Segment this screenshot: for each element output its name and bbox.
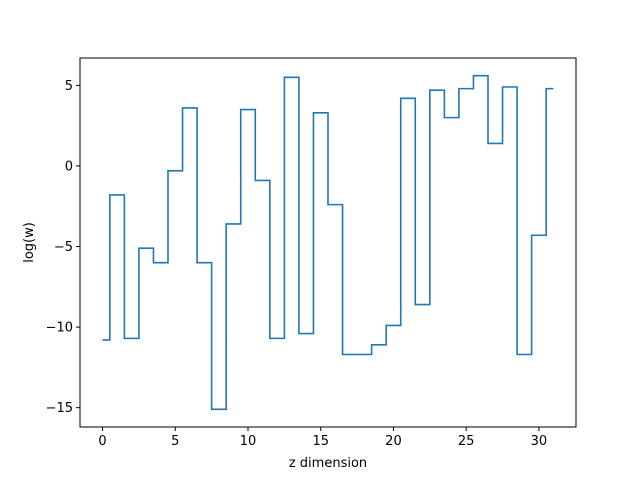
y-tick-label: −15	[46, 401, 73, 416]
axes-frame	[79, 57, 577, 428]
y-axis-label: log(w)	[22, 222, 37, 263]
y-axis-ticks: −15 −10 −5 0 5	[46, 79, 80, 416]
x-tick-label: 5	[171, 434, 179, 449]
y-tick-label: −5	[54, 240, 73, 255]
x-tick-label: 15	[312, 434, 329, 449]
x-tick-label: 25	[458, 434, 475, 449]
y-tick-label: 5	[65, 79, 73, 94]
x-tick-label: 20	[385, 434, 402, 449]
series-layer	[102, 74, 554, 411]
y-tick-label: 0	[65, 159, 73, 174]
y-tick-label: −10	[46, 321, 73, 336]
series-line	[102, 74, 554, 411]
x-axis-ticks: 0 5 10 15 20 25 30	[98, 427, 547, 449]
x-tick-label: 0	[98, 434, 106, 449]
axes-layer	[79, 57, 577, 428]
x-tick-label: 10	[240, 434, 257, 449]
x-axis-label: z dimension	[289, 456, 367, 471]
x-tick-label: 30	[531, 434, 548, 449]
